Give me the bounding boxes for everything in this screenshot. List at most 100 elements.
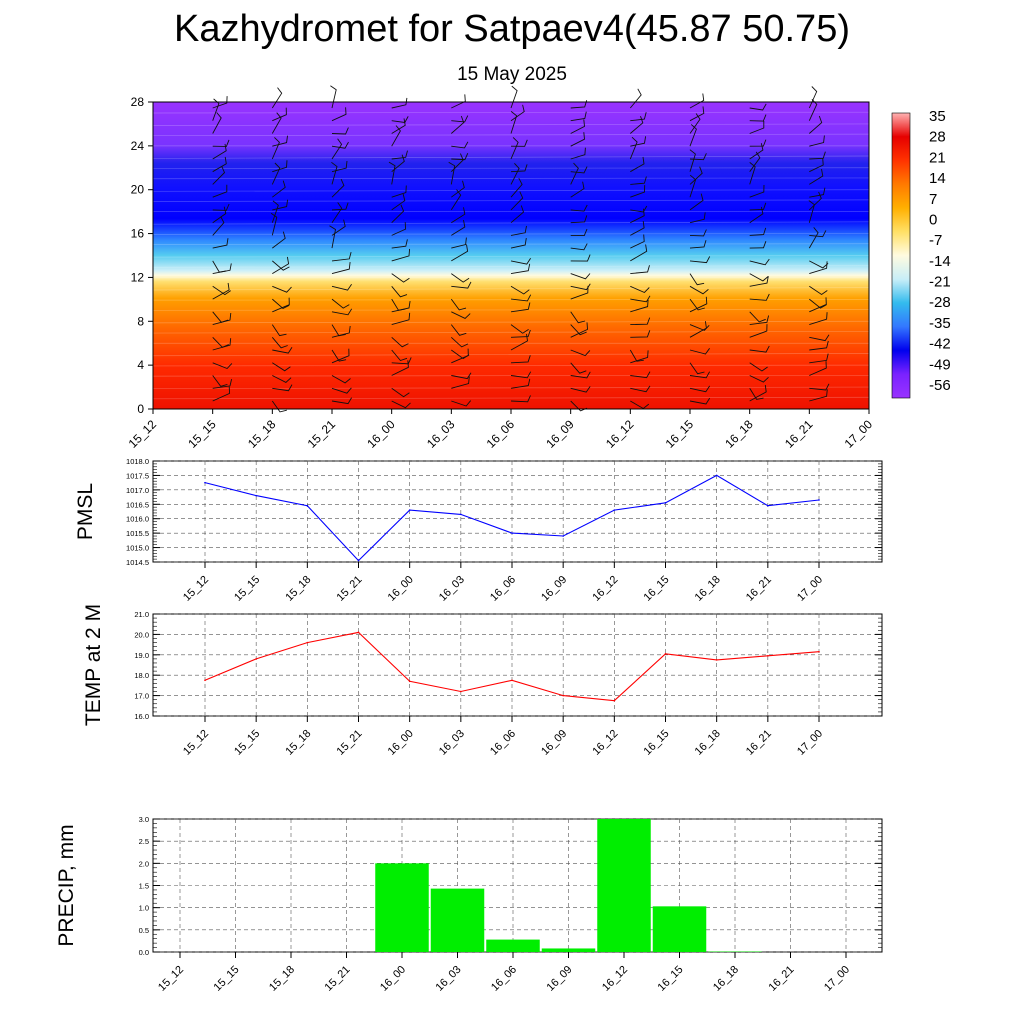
contour-line [152, 133, 870, 137]
y-tick-label: 3.0 [139, 815, 149, 824]
x-tick-label: 16_18 [711, 964, 741, 994]
data-point [818, 499, 820, 501]
wind-barb [451, 94, 466, 109]
x-tick-label: 15_15 [212, 964, 242, 994]
wind-barb [570, 285, 589, 300]
wind-barb [809, 169, 824, 185]
chart-title: Kazhydromet for Satpaev4(45.87 50.75) [174, 8, 850, 50]
wind-barb [329, 225, 336, 249]
wind-barb [212, 375, 228, 387]
x-tick-label: 15_12 [156, 964, 186, 994]
wind-barb [451, 372, 472, 380]
wind-barb [749, 345, 770, 353]
contour-line [152, 111, 870, 114]
wind-barb [570, 228, 588, 237]
wind-barb [391, 116, 409, 123]
wind-barb [808, 98, 818, 121]
wind-barb [272, 362, 291, 372]
wind-barb [570, 243, 588, 251]
wind-barb [689, 324, 710, 331]
colorbar-label: -21 [929, 274, 951, 291]
wind-barb [331, 161, 338, 185]
wind-barb [689, 397, 711, 405]
wind-barb [510, 257, 531, 265]
wind-barb [749, 202, 767, 211]
wind-barb [809, 340, 829, 351]
x-tick-label: 16_15 [642, 728, 672, 758]
wind-barb [749, 388, 764, 400]
y-tick-label: 4 [137, 358, 144, 372]
wind-barb [570, 349, 591, 357]
wind-barb [391, 357, 412, 365]
wind-barb [749, 276, 769, 287]
wind-barb [272, 384, 293, 392]
wind-barb [451, 311, 471, 319]
wind-barb [331, 262, 351, 275]
wind-barb [391, 248, 411, 262]
wind-barb [331, 308, 353, 316]
data-point [460, 513, 462, 516]
colorbar-label: -28 [929, 294, 951, 311]
wind-barb [212, 282, 230, 300]
data-point [767, 504, 769, 507]
wind-barb [331, 375, 351, 384]
wind-barb [630, 317, 651, 326]
wind-barb [809, 383, 830, 391]
x-tick-label: 16_15 [656, 964, 686, 994]
colorbar-label: -14 [929, 253, 951, 270]
x-tick-label: 16_15 [642, 574, 672, 604]
wind-barb [271, 112, 282, 134]
data-point [715, 659, 718, 661]
data-point [306, 504, 309, 507]
wind-barb [809, 353, 829, 364]
wind-barb [689, 273, 705, 286]
wind-barb [272, 346, 293, 354]
contour-line [152, 320, 870, 324]
wind-barb [391, 150, 408, 160]
y-tick-label: 1018.0 [126, 457, 149, 466]
wind-barb [272, 256, 290, 274]
wind-barb [212, 206, 227, 224]
data-point [511, 679, 513, 682]
y-tick-label: 0.0 [139, 948, 149, 957]
data-point [664, 502, 667, 504]
data-point [511, 532, 513, 534]
wind-barb [272, 297, 290, 313]
wind-barb [391, 125, 401, 147]
wind-barb [808, 227, 819, 249]
wind-barb [271, 200, 279, 223]
wind-barb [689, 124, 697, 147]
wind-barb [331, 284, 352, 291]
wind-barb [212, 362, 233, 370]
wind-barb [212, 139, 230, 147]
wind-barb [212, 311, 229, 323]
wind-barb [212, 285, 231, 296]
colorbar-label: -35 [929, 315, 951, 332]
wind-barb [271, 137, 280, 160]
y-tick-label: 1.0 [139, 904, 149, 913]
x-tick-label: 16_12 [590, 728, 620, 758]
wind-barb [391, 204, 405, 224]
wind-barb [391, 360, 409, 376]
x-tick-label: 16_12 [603, 417, 637, 451]
wind-barb [809, 230, 827, 238]
wind-barb [331, 348, 350, 364]
wind-barb [570, 311, 586, 324]
wind-barb [331, 107, 347, 122]
wind-barb [391, 193, 406, 211]
wind-barb [271, 400, 287, 413]
data-point [613, 509, 616, 511]
wind-barb [570, 162, 579, 185]
y-tick-label: 1016.0 [126, 515, 149, 524]
wind-barb [629, 88, 642, 109]
x-tick-label: 17_00 [822, 964, 852, 994]
data-point [255, 658, 257, 660]
wind-barb [331, 178, 345, 198]
wind-barb [749, 162, 756, 185]
wind-barb [451, 281, 472, 289]
wind-barb [809, 334, 830, 342]
data-point [562, 535, 564, 537]
x-tick-label: 15_21 [323, 964, 353, 994]
wind-barb [749, 293, 770, 301]
wind-barb [689, 240, 707, 249]
